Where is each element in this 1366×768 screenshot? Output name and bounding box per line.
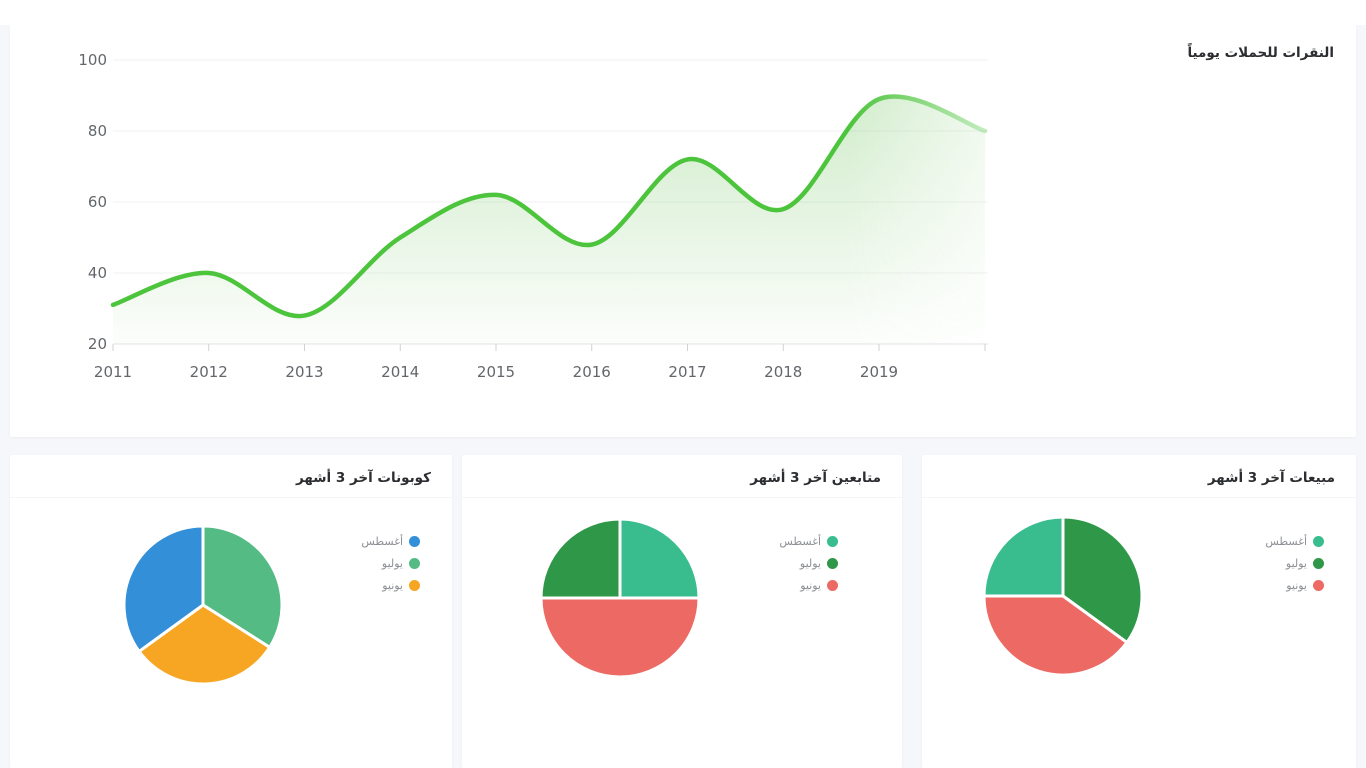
legend-color-dot bbox=[827, 580, 838, 591]
svg-text:2011: 2011 bbox=[94, 363, 132, 381]
pie-slice-يونيو[interactable] bbox=[539, 596, 701, 679]
line-chart[interactable]: 100 80 60 40 20 2011 2012 2013 2014 2015 2016 2017 2… bbox=[10, 25, 1356, 437]
svg-text:2013: 2013 bbox=[285, 363, 323, 381]
legend-label: يوليو bbox=[1285, 557, 1307, 570]
svg-text:2019: 2019 bbox=[860, 363, 898, 381]
svg-text:2018: 2018 bbox=[764, 363, 802, 381]
pie-chart-coupons[interactable] bbox=[118, 520, 288, 690]
legend-item[interactable]: أغسطس bbox=[361, 533, 420, 550]
pie-card-sales-title: مبيعات آخر 3 أشهر bbox=[1207, 470, 1335, 486]
pie-slice-يوليو[interactable] bbox=[1061, 515, 1144, 644]
legend-label: يوليو bbox=[799, 557, 821, 570]
svg-text:2016: 2016 bbox=[573, 363, 611, 381]
legend-color-dot bbox=[409, 580, 420, 591]
legend-item[interactable]: يوليو bbox=[382, 555, 420, 572]
legend-color-dot bbox=[1313, 536, 1324, 547]
pie-card-sales: مبيعات آخر 3 أشهر أغسطس يوليو يونيو bbox=[922, 455, 1356, 768]
legend-color-dot bbox=[827, 558, 838, 569]
pie-slice-يونيو[interactable] bbox=[982, 594, 1129, 677]
pie-card-followers: متابعين آخر 3 أشهر أغسطس يوليو يونيو bbox=[462, 455, 902, 768]
pie-legend-followers: أغسطس يوليو يونيو bbox=[779, 533, 838, 594]
pie-chart-followers[interactable] bbox=[535, 513, 705, 683]
svg-text:60: 60 bbox=[88, 193, 107, 211]
legend-item[interactable]: يوليو bbox=[800, 555, 838, 572]
pie-chart-sales[interactable] bbox=[978, 511, 1148, 681]
svg-text:2015: 2015 bbox=[477, 363, 515, 381]
pie-slice-أغسطس[interactable] bbox=[982, 515, 1065, 598]
pie-legend-coupons: أغسطس يوليو يونيو bbox=[361, 533, 420, 594]
pie-card-coupons: كوبونات آخر 3 أشهر أغسطس يوليو يونيو bbox=[10, 455, 452, 768]
svg-text:40: 40 bbox=[88, 264, 107, 282]
legend-label: يونيو bbox=[1286, 579, 1307, 592]
legend-label: أغسطس bbox=[779, 535, 821, 548]
header-divider bbox=[922, 497, 1356, 498]
pie-card-coupons-title: كوبونات آخر 3 أشهر bbox=[295, 470, 431, 486]
pie-card-followers-title: متابعين آخر 3 أشهر bbox=[750, 470, 881, 486]
legend-color-dot bbox=[1313, 558, 1324, 569]
svg-text:2014: 2014 bbox=[381, 363, 419, 381]
header-divider bbox=[10, 497, 452, 498]
legend-item[interactable]: يونيو bbox=[800, 577, 838, 594]
legend-color-dot bbox=[409, 558, 420, 569]
pie-slice-أغسطس[interactable] bbox=[618, 517, 701, 600]
legend-item[interactable]: يونيو bbox=[382, 577, 420, 594]
svg-text:100: 100 bbox=[78, 51, 107, 69]
pie-slice-يوليو[interactable] bbox=[539, 517, 622, 600]
pie-legend-sales: أغسطس يوليو يونيو bbox=[1265, 533, 1324, 594]
line-chart-card: 100 80 60 40 20 2011 2012 2013 2014 2015 2016 2017 2… bbox=[10, 25, 1356, 437]
svg-text:20: 20 bbox=[88, 335, 107, 353]
line-chart-title: النقرات للحملات يومياً bbox=[1187, 45, 1334, 61]
legend-label: أغسطس bbox=[1265, 535, 1307, 548]
legend-color-dot bbox=[827, 536, 838, 547]
legend-label: أغسطس bbox=[361, 535, 403, 548]
pie-slice-أغسطس[interactable] bbox=[122, 524, 205, 653]
svg-text:80: 80 bbox=[88, 122, 107, 140]
legend-label: يونيو bbox=[382, 579, 403, 592]
pie-slice-يونيو[interactable] bbox=[137, 603, 272, 686]
legend-label: يوليو bbox=[381, 557, 403, 570]
legend-color-dot bbox=[409, 536, 420, 547]
svg-text:2012: 2012 bbox=[190, 363, 228, 381]
header-divider bbox=[462, 497, 902, 498]
legend-item[interactable]: يونيو bbox=[1286, 577, 1324, 594]
svg-text:2017: 2017 bbox=[668, 363, 706, 381]
legend-item[interactable]: أغسطس bbox=[1265, 533, 1324, 550]
legend-item[interactable]: يوليو bbox=[1286, 555, 1324, 572]
legend-item[interactable]: أغسطس bbox=[779, 533, 838, 550]
legend-color-dot bbox=[1313, 580, 1324, 591]
legend-label: يونيو bbox=[800, 579, 821, 592]
